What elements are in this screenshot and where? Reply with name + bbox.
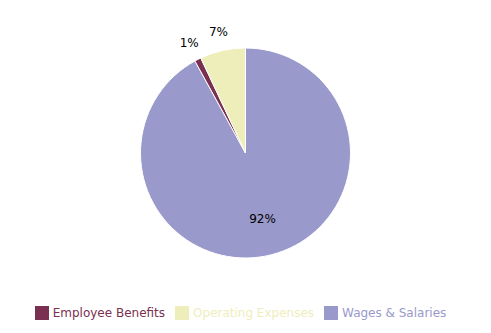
svg-text:7%: 7% (209, 25, 228, 39)
svg-text:1%: 1% (180, 36, 199, 50)
svg-text:92%: 92% (249, 212, 276, 226)
html-text:Operating Expenses: Operating Expenses (193, 305, 314, 320)
html-text:Employee Benefits: Employee Benefits (52, 305, 166, 320)
html-text:Wages & Salaries: Wages & Salaries (342, 305, 447, 320)
